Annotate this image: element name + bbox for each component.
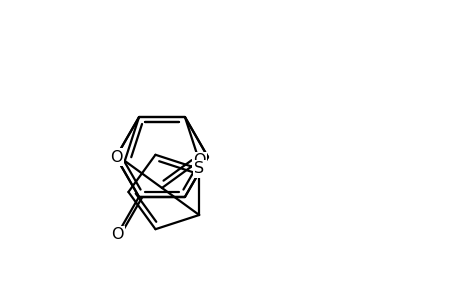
Text: O: O: [110, 149, 122, 164]
Text: O: O: [192, 153, 205, 168]
Text: O: O: [111, 227, 123, 242]
Text: S: S: [194, 161, 204, 176]
